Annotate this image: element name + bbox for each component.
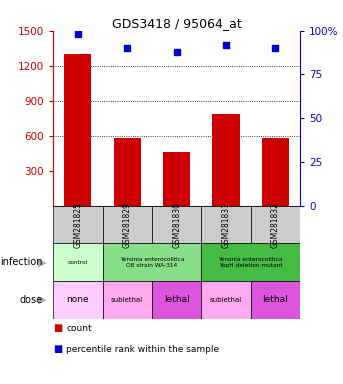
Text: dose: dose xyxy=(20,295,43,305)
Bar xyxy=(64,54,92,206)
Bar xyxy=(251,206,300,243)
Text: none: none xyxy=(67,295,89,305)
Point xyxy=(174,49,179,55)
Text: percentile rank within the sample: percentile rank within the sample xyxy=(66,345,219,354)
Point xyxy=(125,45,130,51)
Bar xyxy=(103,243,201,281)
Bar xyxy=(152,281,201,319)
Text: GSM281829: GSM281829 xyxy=(123,202,132,248)
Title: GDS3418 / 95064_at: GDS3418 / 95064_at xyxy=(112,17,241,30)
Bar xyxy=(53,206,103,243)
Text: sublethal: sublethal xyxy=(210,297,242,303)
Bar xyxy=(163,152,190,206)
Bar xyxy=(201,281,251,319)
Bar xyxy=(201,206,251,243)
Text: ▶: ▶ xyxy=(38,257,46,267)
Text: ■: ■ xyxy=(53,344,62,354)
Bar xyxy=(103,206,152,243)
Text: count: count xyxy=(66,324,92,333)
Bar xyxy=(201,243,300,281)
Bar xyxy=(262,138,289,206)
Text: lethal: lethal xyxy=(262,295,288,305)
Text: infection: infection xyxy=(0,257,43,267)
Bar xyxy=(53,281,103,319)
Text: Yersinia enterocolitica
YopH deletion mutant: Yersinia enterocolitica YopH deletion mu… xyxy=(218,257,283,268)
Bar xyxy=(251,281,300,319)
Text: GSM281825: GSM281825 xyxy=(73,202,82,248)
Text: Yersinia enterocolitica
O8 strain WA-314: Yersinia enterocolitica O8 strain WA-314 xyxy=(120,257,184,268)
Text: ▶: ▶ xyxy=(38,295,46,305)
Bar xyxy=(212,114,240,206)
Point xyxy=(75,31,81,37)
Bar xyxy=(103,281,152,319)
Text: sublethal: sublethal xyxy=(111,297,143,303)
Text: GSM281831: GSM281831 xyxy=(222,202,230,248)
Point xyxy=(273,45,278,51)
Bar xyxy=(152,206,201,243)
Text: lethal: lethal xyxy=(164,295,190,305)
Text: ■: ■ xyxy=(53,323,62,333)
Point xyxy=(223,41,229,48)
Bar xyxy=(53,243,103,281)
Text: control: control xyxy=(68,260,88,265)
Bar xyxy=(114,138,141,206)
Text: GSM281830: GSM281830 xyxy=(172,202,181,248)
Text: GSM281832: GSM281832 xyxy=(271,202,280,248)
